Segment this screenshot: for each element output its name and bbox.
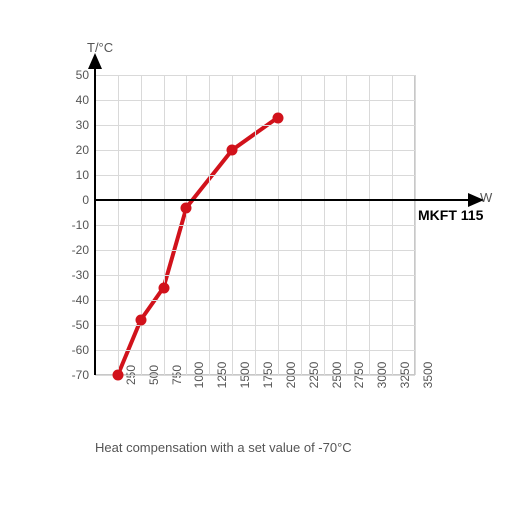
y-tick: 10 [76, 168, 95, 182]
data-point [112, 370, 123, 381]
gridline-h [95, 300, 415, 301]
gridline-h [95, 350, 415, 351]
y-tick: 50 [76, 68, 95, 82]
gridline-h [95, 75, 415, 76]
y-tick: -60 [72, 343, 95, 357]
gridline-h [95, 250, 415, 251]
y-tick: 40 [76, 93, 95, 107]
x-axis-arrow [468, 193, 484, 207]
gridline-h [95, 225, 415, 226]
gridline-h [95, 150, 415, 151]
gridline-h [95, 125, 415, 126]
y-tick: -10 [72, 218, 95, 232]
chart-container: T/°C W MKFT 115 250500750100012501500175… [0, 0, 515, 515]
gridline-h [95, 100, 415, 101]
data-point [158, 282, 169, 293]
y-tick: 20 [76, 143, 95, 157]
gridline-v [415, 75, 416, 375]
plot-area: 2505007501000125015001750200022502500275… [95, 75, 415, 375]
gridline-h [95, 325, 415, 326]
y-tick: -40 [72, 293, 95, 307]
data-point [227, 145, 238, 156]
data-point [181, 202, 192, 213]
y-axis-arrow [88, 53, 102, 69]
y-tick: -50 [72, 318, 95, 332]
data-point [272, 112, 283, 123]
gridline-h [95, 175, 415, 176]
gridline-h [95, 275, 415, 276]
gridline-h [95, 375, 415, 376]
y-tick: -70 [72, 368, 95, 382]
data-point [135, 315, 146, 326]
x-axis-zero-line [95, 199, 470, 201]
series-label: MKFT 115 [418, 207, 483, 223]
caption: Heat compensation with a set value of -7… [95, 440, 352, 455]
x-tick: 3500 [415, 362, 435, 389]
y-tick: 30 [76, 118, 95, 132]
y-axis-line [94, 57, 96, 375]
y-tick: -30 [72, 268, 95, 282]
y-tick: -20 [72, 243, 95, 257]
